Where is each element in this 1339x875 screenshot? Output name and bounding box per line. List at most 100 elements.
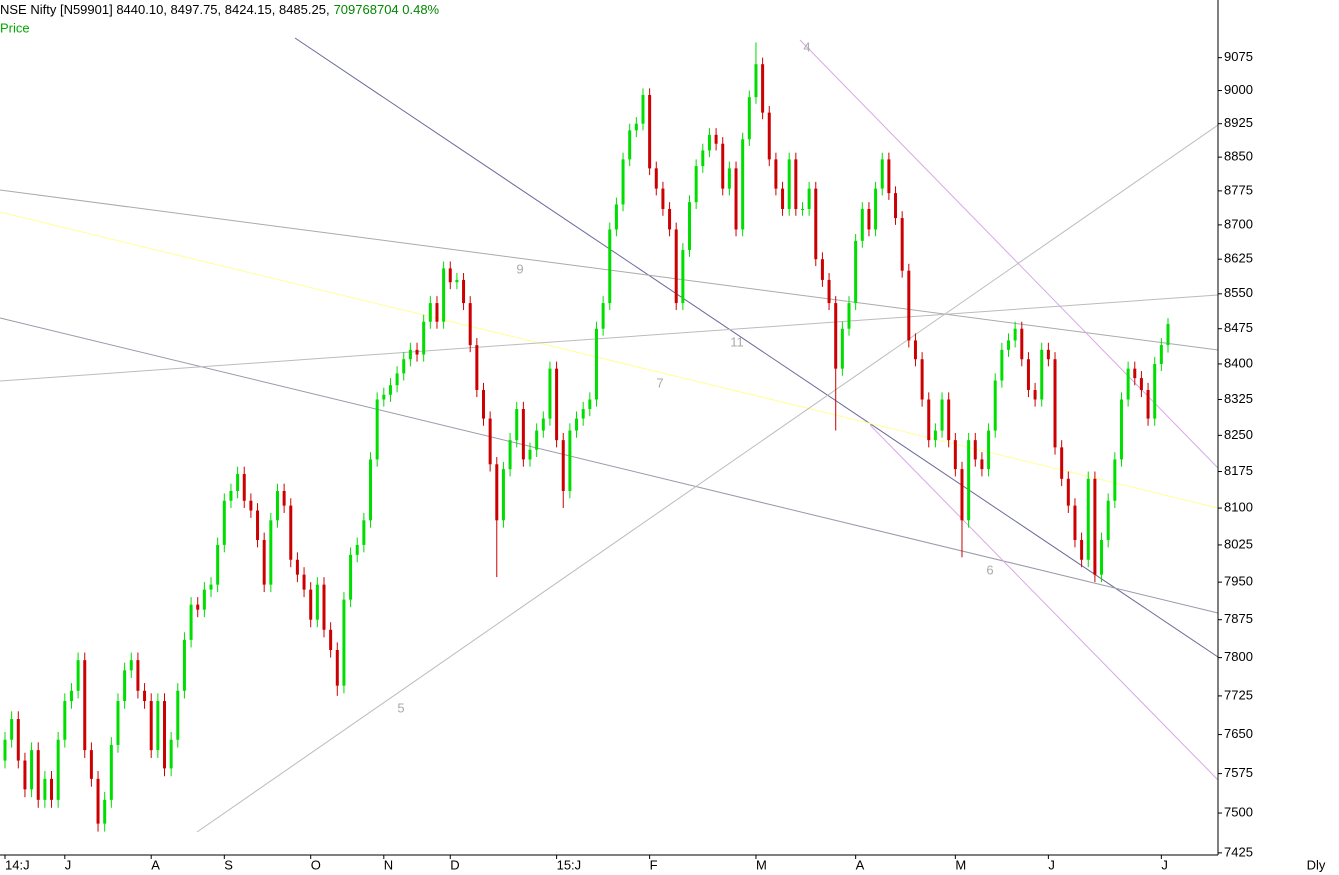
- candle-body: [621, 159, 625, 205]
- x-tick-label: J: [1161, 857, 1168, 872]
- y-tick-label: 7950: [1224, 574, 1253, 589]
- candle-body: [528, 449, 532, 460]
- candle-body: [741, 139, 745, 230]
- candle-body: [402, 359, 406, 374]
- candle-body: [973, 440, 977, 460]
- candle-body: [209, 584, 213, 590]
- candle-body: [987, 430, 991, 470]
- y-tick-label: 7800: [1224, 649, 1253, 664]
- candle-body: [169, 739, 173, 769]
- candle-body: [894, 193, 898, 219]
- candle-body: [1026, 359, 1030, 390]
- candle-body: [1033, 389, 1037, 400]
- candle-body: [63, 701, 67, 740]
- candle-body: [947, 399, 951, 441]
- candle-body: [189, 604, 193, 640]
- candle-body: [913, 340, 917, 360]
- x-tick-label: 15:J: [557, 857, 582, 872]
- candle-body: [654, 168, 658, 189]
- candle-body: [30, 750, 34, 790]
- candle-body: [176, 690, 180, 740]
- candle-body: [535, 430, 539, 450]
- candle-body: [767, 112, 771, 160]
- candle-body: [575, 418, 579, 431]
- candle-body: [874, 188, 878, 230]
- candle-body: [462, 279, 466, 304]
- candle-body: [940, 399, 944, 431]
- candle-body: [475, 345, 479, 390]
- chart-title: NSE Nifty [N59901] 8440.10, 8497.75, 842…: [0, 2, 440, 17]
- candle-body: [1073, 505, 1077, 540]
- candle-body: [827, 279, 831, 304]
- candle-body: [428, 303, 432, 322]
- y-tick-label: 9075: [1224, 49, 1253, 64]
- interval-label: Dly: [1307, 857, 1326, 872]
- x-tick-label: A: [856, 857, 865, 872]
- y-tick-label: 8100: [1224, 499, 1253, 514]
- y-tick-label: 8175: [1224, 463, 1253, 478]
- candle-body: [329, 629, 333, 651]
- candle-body: [136, 660, 140, 691]
- candle-body: [1007, 340, 1011, 350]
- candle-body: [103, 799, 107, 824]
- y-tick-label: 8325: [1224, 391, 1253, 406]
- candle-body: [1080, 539, 1084, 560]
- candle-body: [1153, 363, 1157, 419]
- candle-body: [222, 500, 226, 545]
- candle-body: [581, 409, 585, 419]
- series-label: Price: [0, 20, 30, 35]
- candle-body: [362, 520, 366, 545]
- candle-body: [382, 394, 386, 400]
- candle-body: [448, 268, 452, 283]
- y-tick-label: 7875: [1224, 611, 1253, 626]
- candle-body: [993, 380, 997, 431]
- candle-body: [229, 490, 233, 501]
- y-tick-label: 9000: [1224, 82, 1253, 97]
- candle-body: [269, 520, 273, 585]
- candle-body: [1013, 328, 1017, 341]
- candle-body: [867, 208, 871, 230]
- candle-body: [3, 739, 7, 761]
- candle-body: [422, 321, 426, 355]
- candle-body: [628, 130, 632, 160]
- candle-body: [56, 739, 60, 800]
- candle-body: [455, 279, 459, 283]
- x-tick-label: A: [151, 857, 160, 872]
- candle-body: [688, 202, 692, 251]
- candle-body: [920, 359, 924, 400]
- candle-body: [794, 159, 798, 209]
- candle-body: [521, 409, 525, 460]
- candle-body: [262, 539, 266, 585]
- candle-body: [495, 464, 499, 521]
- candle-body: [1000, 349, 1004, 381]
- trendline: [294, 37, 1219, 658]
- candle-body: [787, 159, 791, 209]
- trendline: [196, 124, 1219, 833]
- candle-body: [900, 218, 904, 271]
- candle-body: [129, 660, 133, 671]
- candle-body: [561, 440, 565, 491]
- candle-body: [674, 229, 678, 304]
- annotation: 6: [986, 562, 993, 577]
- candle-body: [608, 229, 612, 304]
- candle-body: [481, 389, 485, 419]
- candle-body: [295, 559, 299, 575]
- candle-body: [1139, 378, 1143, 390]
- candle-body: [256, 510, 260, 540]
- y-tick-label: 8700: [1224, 216, 1253, 231]
- x-tick-label: F: [650, 857, 658, 872]
- y-tick-label: 8775: [1224, 182, 1253, 197]
- y-tick-label: 7650: [1224, 726, 1253, 741]
- candle-body: [236, 473, 240, 491]
- candle-body: [322, 584, 326, 630]
- candle-body: [714, 134, 718, 144]
- x-tick-label: M: [955, 857, 966, 872]
- candle-body: [309, 589, 313, 620]
- candle-body: [967, 440, 971, 521]
- candle-body: [634, 123, 638, 131]
- candle-body: [681, 250, 685, 304]
- candle-body: [468, 303, 472, 346]
- annotation: 11: [730, 334, 744, 349]
